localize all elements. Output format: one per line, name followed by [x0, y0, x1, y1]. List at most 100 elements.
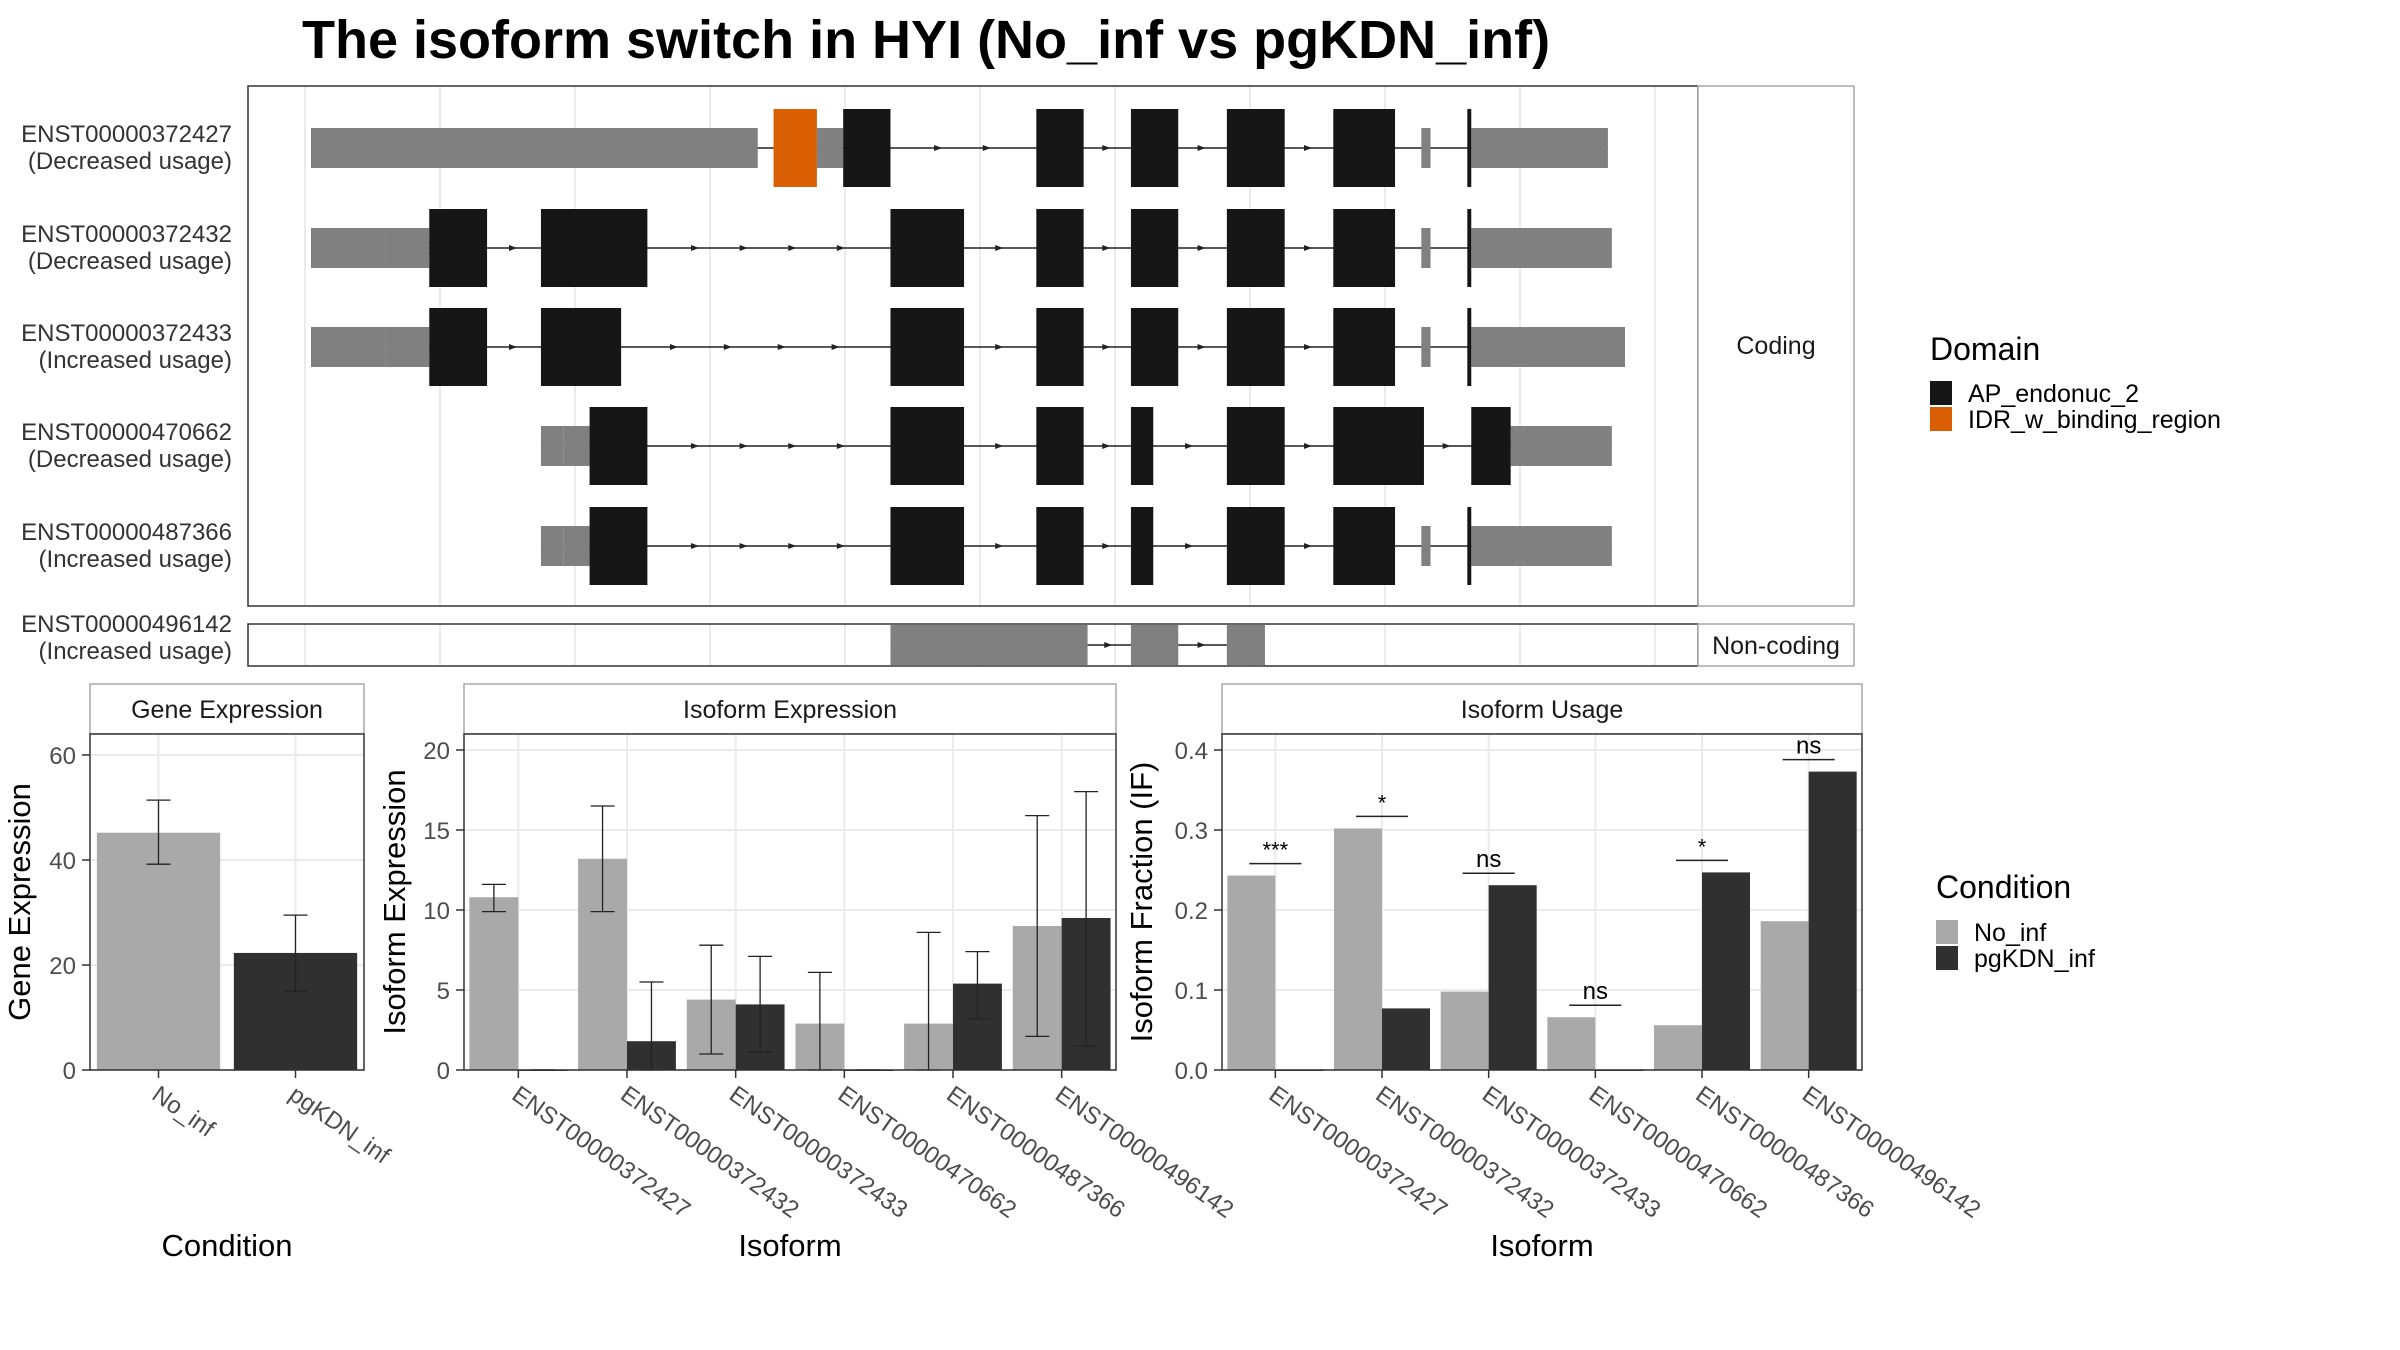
intron-arrow-icon	[777, 344, 786, 350]
y-tick-label: 15	[423, 818, 450, 845]
x-tick-label: ENST00000470662	[833, 1081, 1021, 1224]
x-tick-label: ENST00000372433	[724, 1081, 912, 1224]
transcript-id-label: ENST00000372427	[21, 121, 232, 148]
cds-domain-ap-endonuc	[1226, 209, 1285, 287]
condition-legend-label: pgKDN_inf	[1974, 945, 2095, 973]
utr-exon	[540, 526, 564, 566]
domain-legend-swatch	[1930, 381, 1952, 405]
transcript-usage-label: (Decreased usage)	[28, 248, 232, 275]
intron-arrow-icon	[739, 245, 748, 251]
intron-arrow-icon	[1102, 543, 1111, 549]
bar-No_inf	[96, 832, 221, 1070]
structure-panel-bg-0	[248, 86, 1698, 606]
intron-arrow-icon	[691, 443, 700, 449]
significance-label: *	[1378, 790, 1387, 815]
cds-domain-ap-endonuc	[1036, 407, 1084, 485]
utr-exon	[1510, 426, 1612, 466]
y-tick-label: 0	[63, 1058, 76, 1085]
figure-title: The isoform switch in HYI (No_inf vs pgK…	[302, 10, 1550, 70]
y-tick-label: 40	[49, 848, 76, 875]
intron-arrow-icon	[836, 245, 845, 251]
intron-arrow-icon	[788, 543, 797, 549]
panel-strip-label: Isoform Usage	[1461, 696, 1624, 724]
intron-arrow-icon	[691, 245, 700, 251]
bar-pgKDN_inf	[1808, 771, 1857, 1070]
y-tick-label: 0.4	[1175, 738, 1208, 765]
intron-arrow-icon	[836, 443, 845, 449]
intron-arrow-icon	[1197, 642, 1206, 648]
intron-arrow-icon	[1303, 443, 1312, 449]
utr-exon	[1226, 625, 1265, 665]
cds-domain-ap-endonuc	[1036, 507, 1084, 585]
utr-exon	[311, 128, 758, 168]
x-tick-label: ENST00000496142	[1797, 1081, 1985, 1224]
panel-strip	[463, 683, 1117, 735]
cds-domain-ap-endonuc	[1226, 407, 1285, 485]
cds-domain-ap-endonuc	[890, 209, 965, 287]
cds-domain-ap-endonuc	[890, 407, 965, 485]
x-tick-label: ENST00000372427	[507, 1081, 695, 1224]
cds-domain-ap-endonuc	[1333, 209, 1396, 287]
transcript-id-label: ENST00000372433	[21, 320, 232, 347]
panel-strip-label: Isoform Expression	[683, 696, 897, 724]
bar-pgKDN_inf	[1488, 885, 1537, 1070]
intron-arrow-icon	[934, 145, 943, 151]
intron-arrow-icon	[788, 443, 797, 449]
x-tick-label: ENST00000487366	[1691, 1081, 1879, 1224]
cds-domain-ap-endonuc	[1471, 407, 1511, 485]
y-tick-label: 60	[49, 743, 76, 770]
cds-domain-ap-endonuc	[589, 507, 648, 585]
intron-arrow-icon	[1185, 543, 1194, 549]
y-tick-label: 0	[437, 1058, 450, 1085]
facet-strip-noncoding	[1697, 623, 1855, 667]
cds-domain-ap-endonuc	[1036, 109, 1084, 187]
intron-arrow-icon	[509, 344, 518, 350]
intron-arrow-icon	[723, 344, 732, 350]
condition-legend-label: No_inf	[1974, 919, 2046, 947]
intron-arrow-icon	[1303, 543, 1312, 549]
intron-arrow-icon	[836, 543, 845, 549]
intron-arrow-icon	[509, 245, 518, 251]
utr-exon	[563, 526, 590, 566]
cds-domain-ap-endonuc	[1130, 308, 1179, 386]
domain-legend-swatch	[1930, 407, 1952, 431]
intron-arrow-icon	[691, 543, 700, 549]
utr-exon	[1471, 128, 1608, 168]
x-tick-label: ENST00000496142	[1050, 1081, 1238, 1224]
bar-pgKDN_inf	[1382, 1008, 1430, 1070]
intron-arrow-icon	[1102, 245, 1111, 251]
x-tick-label: pgKDN_inf	[284, 1081, 395, 1170]
panel-strip-label: Gene Expression	[131, 696, 323, 724]
cds-domain-ap-endonuc	[1467, 308, 1472, 386]
bar-No_inf	[1227, 875, 1276, 1070]
transcript-id-label: ENST00000487366	[21, 519, 232, 546]
bar-No_inf	[1440, 991, 1489, 1070]
transcript-usage-label: (Increased usage)	[39, 546, 232, 573]
isoform-usage-panel: Isoform Usage0.00.10.20.30.4****nsns*nsE…	[1124, 683, 1985, 1263]
significance-label: *	[1698, 834, 1707, 859]
facet-strip-noncoding-label: Non-coding	[1712, 632, 1840, 660]
intron-arrow-icon	[1104, 642, 1113, 648]
intron-arrow-icon	[982, 145, 991, 151]
utr-exon	[1421, 526, 1431, 566]
cds-domain-ap-endonuc	[1130, 407, 1154, 485]
utr-exon	[1471, 526, 1612, 566]
bar-No_inf	[1547, 1017, 1596, 1070]
utr-exon	[563, 426, 590, 466]
utr-exon	[1471, 228, 1612, 268]
cds-domain-ap-endonuc	[1333, 507, 1396, 585]
bar-No_inf	[1654, 1025, 1702, 1070]
panel-bg	[1222, 734, 1862, 1070]
cds-domain-ap-endonuc	[1130, 209, 1179, 287]
transcript-usage-label: (Increased usage)	[39, 347, 232, 374]
utr-exon	[385, 327, 430, 367]
y-tick-label: 0.0	[1175, 1058, 1208, 1085]
y-tick-label: 20	[49, 953, 76, 980]
cds-domain-idr	[773, 109, 817, 187]
x-tick-label: ENST00000372433	[1477, 1081, 1665, 1224]
significance-label: ns	[1796, 733, 1821, 760]
cds-domain-ap-endonuc	[540, 308, 622, 386]
domain-legend-title: Domain	[1930, 331, 2040, 367]
